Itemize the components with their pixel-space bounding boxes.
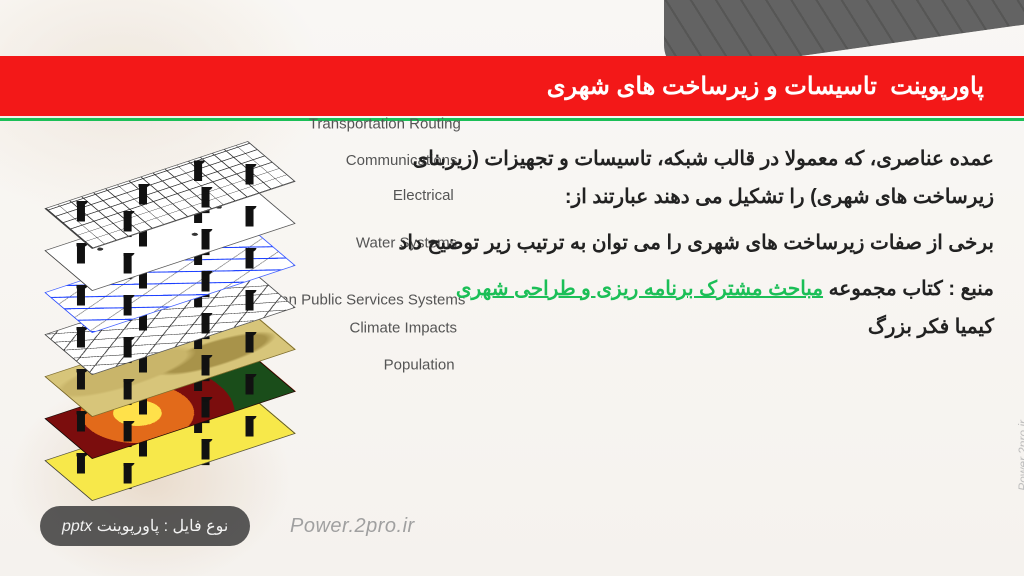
- title-prefix: پاورپوینت: [890, 73, 984, 100]
- pin-icon: [139, 184, 147, 210]
- pin-icon: [246, 374, 254, 400]
- pin-icon: [246, 206, 254, 232]
- source-label: منبع : کتاب مجموعه: [823, 278, 994, 300]
- pin-icon: [77, 201, 85, 227]
- green-accent-line: [0, 118, 1024, 121]
- pin-icon: [246, 416, 254, 442]
- file-type-label: نوع فایل : پاورپوینت: [92, 518, 228, 535]
- pin-icon: [202, 439, 210, 465]
- watermark-vertical: Power.2pro.ir: [1016, 420, 1024, 491]
- layer-label: Population: [384, 356, 455, 373]
- pin-icon: [124, 337, 132, 363]
- title-main: تاسیسات و زیرساخت های شهری: [547, 73, 877, 100]
- layer-label: Transportation Routing: [309, 116, 461, 133]
- file-ext: pptx: [62, 518, 92, 535]
- paragraph-1: عمده عناصری، که معمولا در قالب شبکه، تاس…: [374, 140, 994, 216]
- pin-icon: [246, 332, 254, 358]
- pin-icon: [124, 379, 132, 405]
- pin-icon: [124, 421, 132, 447]
- pin-icon: [202, 271, 210, 297]
- paragraph-2: برخی از صفات زیرساخت های شهری را می توان…: [374, 224, 994, 262]
- publisher: کیمیا فکر بزرگ: [374, 308, 994, 346]
- pin-icon: [77, 411, 85, 437]
- pin-icon: [202, 187, 210, 213]
- body-text: عمده عناصری، که معمولا در قالب شبکه، تاس…: [374, 140, 994, 354]
- title-text: پاورپوینت تاسیسات و زیرساخت های شهری: [547, 72, 984, 101]
- pin-icon: [77, 369, 85, 395]
- pin-icon: [77, 327, 85, 353]
- pin-icon: [202, 313, 210, 339]
- source-line: منبع : کتاب مجموعه مباحث مشترک برنامه ری…: [374, 270, 994, 346]
- pin-icon: [77, 285, 85, 311]
- pin-icon: [124, 211, 132, 237]
- pin-icon: [246, 290, 254, 316]
- source-link[interactable]: مباحث مشترک برنامه ریزی و طراحی شهری: [456, 278, 823, 300]
- pin-icon: [77, 453, 85, 479]
- watermark: Power.2pro.ir: [290, 515, 415, 538]
- title-bar: پاورپوینت تاسیسات و زیرساخت های شهری: [0, 56, 1024, 116]
- pin-icon: [246, 164, 254, 190]
- pin-icon: [246, 248, 254, 274]
- pin-icon: [202, 229, 210, 255]
- pin-icon: [77, 243, 85, 269]
- pin-icon: [202, 397, 210, 423]
- pin-icon: [124, 295, 132, 321]
- pin-icon: [202, 355, 210, 381]
- pin-icon: [124, 463, 132, 489]
- pin-icon: [124, 253, 132, 279]
- file-type-badge: نوع فایل : پاورپوینت pptx: [40, 506, 250, 546]
